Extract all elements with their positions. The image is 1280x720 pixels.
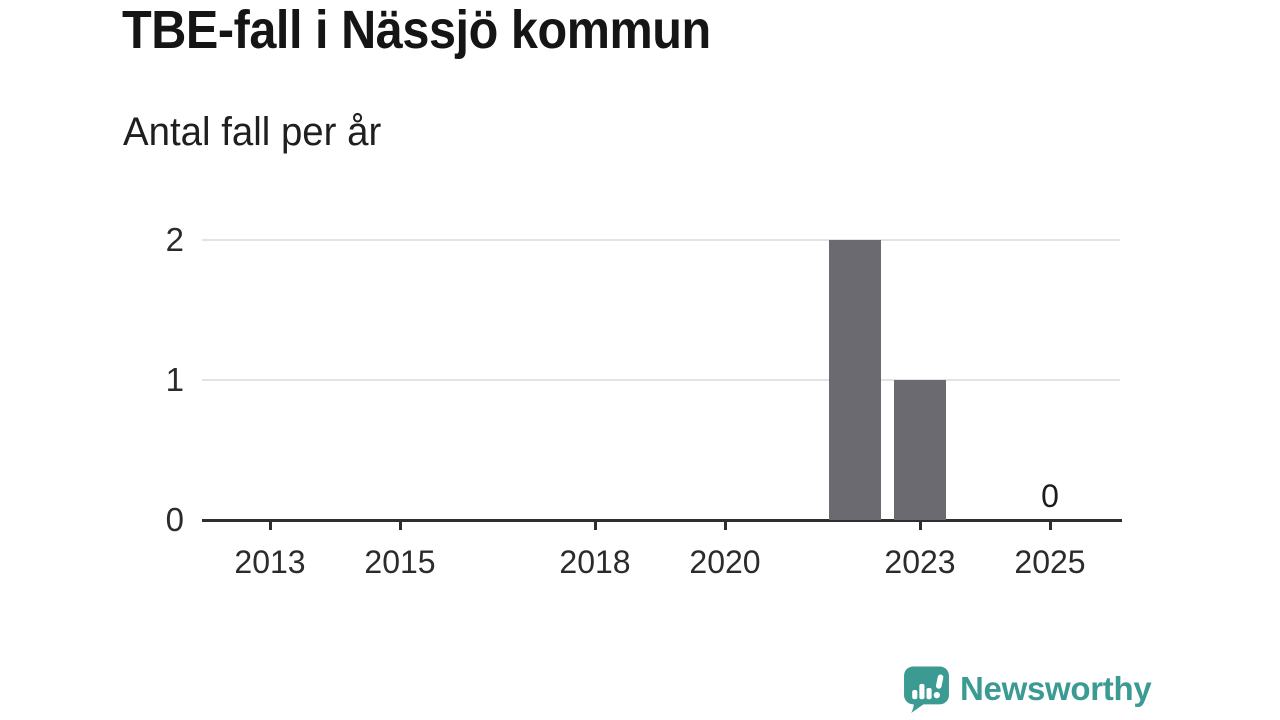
- y-tick-label: 1: [165, 361, 184, 398]
- gridline: [202, 379, 1120, 381]
- x-axis-line: [202, 519, 1122, 522]
- x-tick-label: 2025: [1014, 544, 1086, 580]
- newsworthy-logo: Newsworthy: [902, 664, 1152, 714]
- x-tick-label: 2015: [364, 544, 436, 580]
- chart-title: TBE-fall i Nässjö kommun: [122, 0, 711, 60]
- x-tick-mark: [918, 522, 922, 530]
- bar-2023: [894, 380, 946, 520]
- x-tick-mark: [723, 522, 727, 530]
- x-tick-label: 2013: [234, 544, 306, 580]
- bar-2022: [829, 240, 881, 520]
- x-tick-mark: [268, 522, 272, 530]
- x-tick-label: 2023: [884, 544, 956, 580]
- x-tick-mark: [593, 522, 597, 530]
- x-tick-label: 2020: [689, 544, 761, 580]
- chart-subtitle: Antal fall per år: [123, 110, 382, 154]
- value-label: 0: [1041, 478, 1059, 514]
- y-tick-label: 2: [165, 221, 184, 258]
- x-tick-label: 2018: [559, 544, 631, 580]
- newsworthy-logo-text: Newsworthy: [960, 670, 1152, 707]
- gridline: [202, 239, 1120, 241]
- x-tick-mark: [398, 522, 402, 530]
- x-tick-mark: [1048, 522, 1052, 530]
- y-tick-label: 0: [165, 501, 184, 538]
- bar-chart-speech-bubble-icon: [904, 666, 949, 713]
